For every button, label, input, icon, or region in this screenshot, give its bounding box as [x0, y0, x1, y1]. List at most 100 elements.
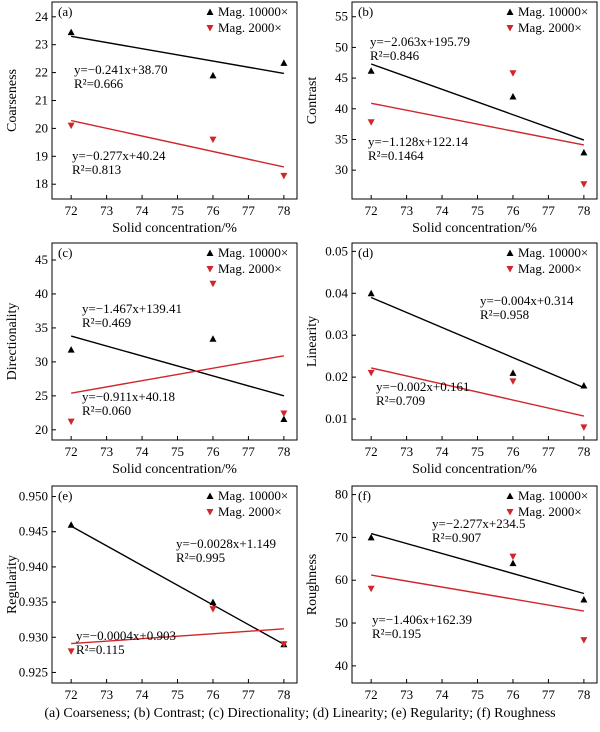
y-tick-label: 0.940 [19, 559, 48, 574]
y-tick-label: 0.02 [325, 369, 348, 384]
y-axis-label: Linearity [305, 316, 320, 367]
y-tick-label: 19 [35, 148, 48, 163]
chart-panel: 72 73 74 75 76 77 78 0.925 0.930 0.935 0.940 0.945 0… [5, 485, 298, 720]
chart-panel: 72 73 74 75 76 77 78 30 35 40 45 50 55 Solid concentr… [305, 1, 598, 236]
data-point-triangle-up [67, 346, 75, 353]
chart-panel: 727374757677784050607080Solid concentrat… [305, 485, 598, 720]
y-tick-label: 40 [335, 101, 348, 116]
y-tick-label: 40 [35, 286, 48, 301]
x-tick-label: 74 [136, 203, 150, 218]
legend-marker-icon [506, 249, 514, 256]
x-tick-label: 74 [136, 687, 150, 702]
x-tick-label: 72 [65, 444, 78, 459]
x-tick-label: 72 [65, 687, 78, 702]
x-tick-label: 73 [100, 444, 113, 459]
data-point-triangle-up [280, 415, 288, 422]
data-point-triangle-up [280, 59, 288, 66]
fit-line [71, 35, 285, 75]
data-point-triangle-up [67, 521, 75, 528]
data-point-triangle-up [580, 595, 588, 603]
fit-r-squared: R²=0.666 [74, 76, 124, 91]
y-tick-label: 0.01 [325, 411, 348, 426]
y-tick-label: 0.04 [325, 285, 348, 300]
chart-panel: 72 73 74 75 76 77 78 20 25 30 35 40 45 Solid concentr… [5, 242, 298, 477]
fit-r-squared: R²=0.813 [72, 162, 121, 177]
fit-line [371, 102, 585, 146]
data-point-triangle-up [509, 93, 517, 100]
fit-line [70, 335, 285, 397]
x-tick-label: 72 [365, 444, 378, 459]
data-point-triangle-up [367, 289, 375, 297]
plot-frame [51, 485, 298, 684]
fit-line [370, 367, 585, 417]
x-tick-label: 77 [542, 444, 556, 459]
fit-equation: y=−0.277x+40.24 [72, 148, 166, 163]
fit-r-squared: R²=0.995 [176, 550, 225, 565]
data-point-triangle-down [580, 637, 588, 644]
y-tick-label: 50 [335, 615, 348, 630]
panel-label: (c) [58, 245, 72, 260]
data-point-triangle-down [280, 172, 288, 180]
x-tick-label: 77 [242, 687, 256, 702]
fit-line [71, 355, 285, 394]
data-point-triangle-down [580, 181, 588, 188]
legend-marker-icon [206, 492, 214, 499]
x-tick-label: 73 [400, 203, 413, 218]
data-point-triangle-up [509, 369, 517, 376]
y-tick-label: 25 [35, 388, 48, 403]
x-tick-label: 78 [277, 444, 290, 459]
fit-line [370, 63, 585, 141]
panel-label: (a) [58, 4, 72, 19]
x-tick-label: 73 [400, 444, 413, 459]
fit-equation: y=−0.004x+0.314 [480, 293, 574, 308]
x-tick-label: 74 [436, 444, 450, 459]
data-point-triangle-down [209, 606, 217, 613]
plot-frame [351, 1, 598, 200]
y-axis-label: Contrast [305, 77, 320, 125]
fit-line [70, 119, 285, 168]
fit-r-squared: R²=0.060 [82, 403, 131, 418]
x-tick-label: 76 [506, 687, 520, 702]
fit-equation: y=−2.277x+234.5 [432, 516, 526, 531]
x-tick-label: 78 [277, 203, 290, 218]
y-axis-label: Regularity [5, 555, 20, 614]
y-tick-label: 22 [35, 65, 48, 80]
fit-equation: y=−1.406x+162.39 [372, 612, 472, 627]
legend-label: Mag. 2000× [218, 504, 282, 519]
chart-panel: 72 73 74 75 76 77 78 18 19 20 21 22 23 24 Solid concen… [5, 1, 298, 236]
legend-label: Mag. 10000× [218, 4, 288, 19]
legend-label: Mag. 2000× [518, 20, 582, 35]
y-axis-label: Roughness [305, 554, 320, 615]
y-tick-label: 30 [335, 162, 348, 177]
x-tick-label: 76 [206, 444, 220, 459]
y-tick-label: 0.925 [19, 664, 48, 679]
legend-label: Mag. 2000× [218, 261, 282, 276]
data-point-triangle-up [580, 382, 588, 389]
legend-label: Mag. 10000× [518, 4, 588, 19]
y-tick-label: 0.05 [325, 243, 348, 258]
panel-label: (f) [358, 488, 371, 503]
fit-line [371, 574, 584, 612]
x-axis-label: Solid concentration/% [412, 221, 537, 236]
legend-label: Mag. 10000× [218, 245, 288, 260]
y-tick-label: 50 [335, 39, 348, 54]
fit-r-squared: R²=0.195 [372, 626, 421, 641]
x-tick-label: 75 [171, 444, 184, 459]
y-tick-label: 0.930 [19, 629, 48, 644]
data-point-triangle-down [209, 136, 217, 144]
x-tick-label: 73 [400, 687, 413, 702]
fit-equation: y=−2.063x+195.79 [370, 34, 470, 49]
data-point-triangle-down [509, 378, 517, 385]
legend-marker-icon [506, 8, 514, 15]
panel-label: (e) [58, 488, 72, 503]
x-tick-label: 75 [471, 687, 484, 702]
legend-marker-icon [206, 25, 214, 32]
x-tick-label: 74 [436, 203, 450, 218]
y-tick-label: 55 [335, 9, 348, 24]
y-tick-label: 45 [35, 252, 48, 267]
x-axis-label: Solid concentration/% [112, 221, 237, 236]
x-tick-label: 75 [171, 687, 184, 702]
data-point-triangle-up [367, 67, 375, 74]
legend-marker-icon [206, 8, 214, 15]
plot-frame [351, 242, 598, 441]
